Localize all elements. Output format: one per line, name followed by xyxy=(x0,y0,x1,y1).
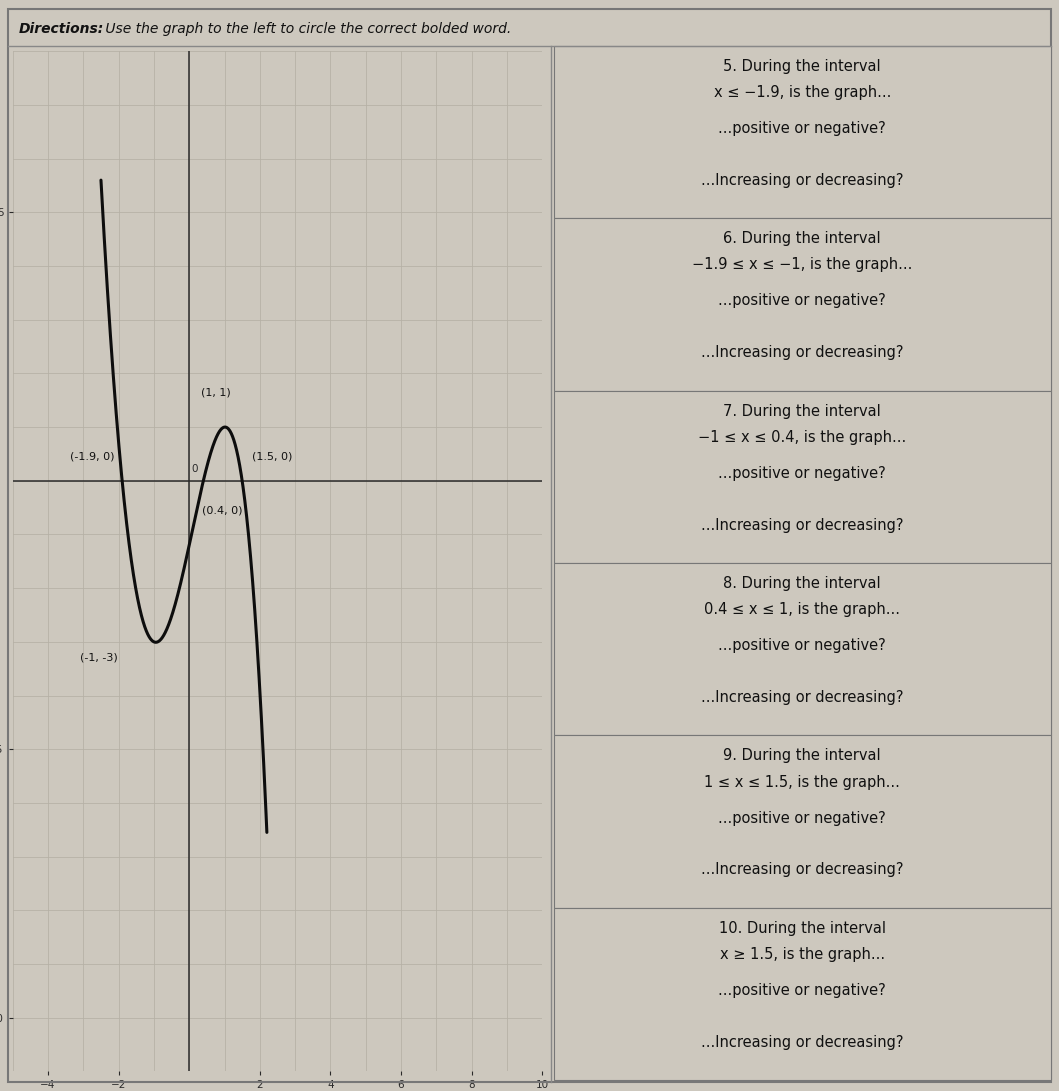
Text: ...positive or negative?: ...positive or negative? xyxy=(718,121,886,136)
Text: Use the graph to the left to circle the correct bolded word.: Use the graph to the left to circle the … xyxy=(101,22,510,36)
Text: 6. During the interval: 6. During the interval xyxy=(723,231,881,247)
Text: ...positive or negative?: ...positive or negative? xyxy=(718,293,886,309)
Text: ...Increasing or decreasing?: ...Increasing or decreasing? xyxy=(701,517,903,532)
Text: (0.4, 0): (0.4, 0) xyxy=(202,505,243,515)
Text: 1 ≤ x ≤ 1.5, is the graph...: 1 ≤ x ≤ 1.5, is the graph... xyxy=(704,775,900,790)
Text: (-1, -3): (-1, -3) xyxy=(80,652,118,663)
Text: Directions:: Directions: xyxy=(19,22,105,36)
Text: 10. During the interval: 10. During the interval xyxy=(719,921,885,936)
Text: −1.9 ≤ x ≤ −1, is the graph...: −1.9 ≤ x ≤ −1, is the graph... xyxy=(692,257,913,273)
Text: (-1.9, 0): (-1.9, 0) xyxy=(70,452,114,461)
Text: ...Increasing or decreasing?: ...Increasing or decreasing? xyxy=(701,172,903,188)
Text: ...Increasing or decreasing?: ...Increasing or decreasing? xyxy=(701,345,903,360)
Text: x ≤ −1.9, is the graph...: x ≤ −1.9, is the graph... xyxy=(714,85,891,100)
Text: 0.4 ≤ x ≤ 1, is the graph...: 0.4 ≤ x ≤ 1, is the graph... xyxy=(704,602,900,618)
Text: 9. During the interval: 9. During the interval xyxy=(723,748,881,764)
Text: ...positive or negative?: ...positive or negative? xyxy=(718,638,886,654)
Text: ...Increasing or decreasing?: ...Increasing or decreasing? xyxy=(701,862,903,877)
Text: 7. During the interval: 7. During the interval xyxy=(723,404,881,419)
Text: ...Increasing or decreasing?: ...Increasing or decreasing? xyxy=(701,1034,903,1050)
Text: 8. During the interval: 8. During the interval xyxy=(723,576,881,591)
Text: ...positive or negative?: ...positive or negative? xyxy=(718,466,886,481)
Text: (1.5, 0): (1.5, 0) xyxy=(252,452,292,461)
Text: (1, 1): (1, 1) xyxy=(201,387,231,397)
Text: x ≥ 1.5, is the graph...: x ≥ 1.5, is the graph... xyxy=(720,947,884,962)
Text: −1 ≤ x ≤ 0.4, is the graph...: −1 ≤ x ≤ 0.4, is the graph... xyxy=(698,430,907,445)
Text: 0: 0 xyxy=(192,464,198,473)
Text: ...positive or negative?: ...positive or negative? xyxy=(718,811,886,826)
Text: 5. During the interval: 5. During the interval xyxy=(723,59,881,74)
Text: ...positive or negative?: ...positive or negative? xyxy=(718,983,886,998)
Text: ...Increasing or decreasing?: ...Increasing or decreasing? xyxy=(701,690,903,705)
